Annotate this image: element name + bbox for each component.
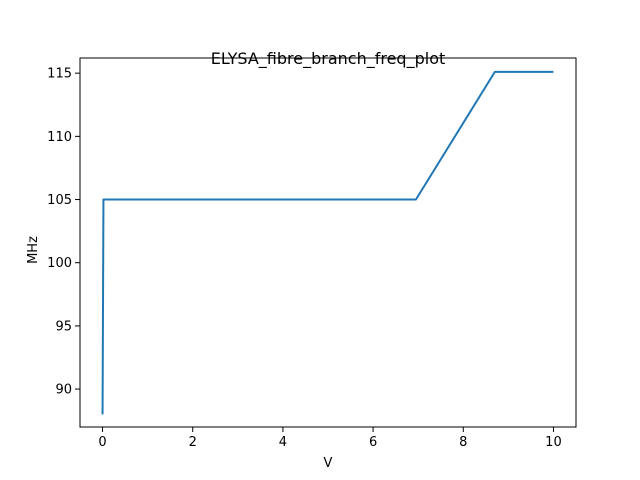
- axis-ticks: 0 2 4 6 8 10 90 95 100 105 110 115: [47, 67, 562, 450]
- x-tick-label: 2: [189, 435, 197, 450]
- chart-title: ELYSA_fibre_branch_freq_plot: [211, 49, 446, 69]
- series-line-0: [101, 70, 554, 415]
- x-tick-label: 0: [98, 435, 106, 450]
- x-tick-label: 8: [459, 435, 467, 450]
- y-tick-label: 95: [55, 319, 72, 334]
- y-tick-label: 90: [55, 383, 72, 398]
- plot-frame: [79, 57, 577, 428]
- y-tick-label: 100: [47, 256, 72, 271]
- y-tick-label: 115: [47, 67, 72, 82]
- y-axis-label: MHz: [26, 236, 41, 264]
- plot-area: [101, 70, 554, 415]
- x-tick-label: 6: [369, 435, 377, 450]
- x-axis-label: V: [324, 456, 333, 471]
- x-tick-label: 10: [545, 435, 562, 450]
- y-tick-label: 110: [47, 130, 72, 145]
- x-tick-label: 4: [279, 435, 287, 450]
- y-tick-label: 105: [47, 193, 72, 208]
